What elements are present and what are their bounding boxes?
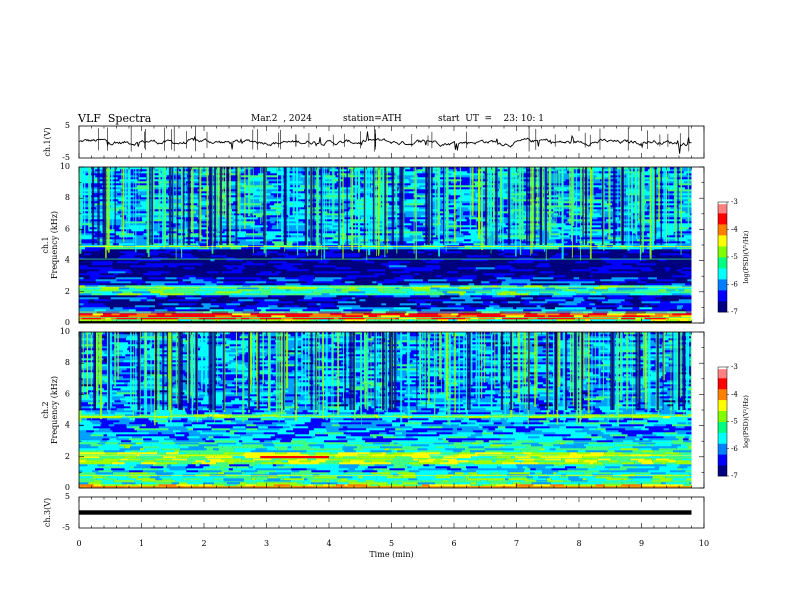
start-time-label: start UT = 23: 10: 1 — [438, 114, 544, 124]
xtick-8: 8 — [576, 539, 581, 548]
ch2-spectrogram-colorbar: -3 -4 -5 -6 -7 log(PSD)(V²/Hz) — [717, 363, 750, 480]
ch2-spectrogram-cbar-tick--7: -7 — [731, 472, 738, 480]
ch1-spectrogram-ylabel-channel: ch.1 — [41, 236, 50, 253]
ch1-spectrogram-ylabel-frequency: Frequency (kHz) — [50, 211, 59, 279]
ch2-spectrogram-cbar-tick--6: -6 — [731, 445, 738, 453]
xtick-9: 9 — [639, 539, 644, 548]
ch2-spectrogram-panel — [79, 332, 692, 489]
ch1-waveform-panel — [78, 126, 692, 154]
ch2-spectrogram-ytick-10: 10 — [60, 327, 70, 336]
ch1-waveform-ytick-top: 5 — [65, 121, 70, 130]
ch2-spectrogram-cbar-tick--4: -4 — [731, 390, 738, 398]
ch1-spectrogram-ytick-0: 0 — [65, 318, 70, 327]
ch2-spectrogram-ylabel-channel: ch.2 — [41, 401, 50, 418]
ch1-spectrogram-cbar-tick--7: -7 — [731, 308, 738, 316]
ch1-trace — [78, 131, 692, 154]
ch2-spectrogram-ytick-2: 2 — [65, 452, 70, 461]
ch3-waveform-ytick-top: 5 — [65, 492, 70, 501]
ch1-spectrogram-cbar-tick--5: -5 — [731, 253, 738, 261]
ch3-waveform-ytick-bottom: -5 — [62, 523, 70, 532]
ch3-trace — [79, 510, 692, 515]
ch2-spectrogram-cbar-tick--3: -3 — [731, 363, 738, 371]
ch2-spectrogram-ytick-8: 8 — [65, 358, 70, 367]
date-label: Mar.2 , 2024 — [251, 114, 312, 124]
station-label: station=ATH — [343, 114, 402, 124]
ch1-spectrogram-ytick-6: 6 — [65, 224, 70, 233]
ch1-spectrogram-ytick-8: 8 — [65, 193, 70, 202]
x-axis-label: Time (min) — [369, 550, 413, 559]
ch2-spectrogram-ytick-6: 6 — [65, 389, 70, 398]
xtick-4: 4 — [326, 539, 331, 548]
xtick-3: 3 — [264, 539, 269, 548]
ch2-spectrogram-cbar-tick--5: -5 — [731, 418, 738, 426]
ch1-spectrogram-colorbar: -3 -4 -5 -6 -7 log(PSD)(V²/Hz) — [717, 198, 750, 316]
xtick-6: 6 — [451, 539, 456, 548]
ch2-spectrogram-ytick-0: 0 — [65, 483, 70, 492]
ch1-spectrogram-cbar-tick--6: -6 — [731, 281, 738, 289]
ch1-spectrogram-ytick-4: 4 — [65, 256, 70, 265]
xtick-7: 7 — [514, 539, 519, 548]
ch2-spectrogram-ylabel-frequency: Frequency (kHz) — [50, 376, 59, 444]
ch1-spectrogram-cbar-tick--4: -4 — [731, 226, 738, 234]
xtick-0: 0 — [76, 539, 81, 548]
ch1-spectrogram-ytick-10: 10 — [60, 162, 70, 171]
ch1-spectrogram-panel — [79, 167, 692, 324]
ch1-spectrogram-cbar-tick--3: -3 — [731, 198, 738, 206]
ch1-waveform-ytick-bottom: -5 — [62, 153, 70, 162]
ch3-waveform-ylabel: ch.3(V) — [43, 498, 52, 527]
xtick-1: 1 — [139, 539, 144, 548]
ch1-spectrogram-cbar-label: log(PSD)(V²/Hz) — [742, 230, 750, 283]
xtick-10: 10 — [699, 539, 709, 548]
ch2-spectrogram-ytick-4: 4 — [65, 421, 70, 430]
ch1-waveform-ylabel: ch.1(V) — [43, 127, 52, 156]
xtick-5: 5 — [389, 539, 394, 548]
figure-title: VLF Spectra — [78, 112, 152, 125]
ch1-spectrogram-ytick-2: 2 — [65, 287, 70, 296]
ch2-spectrogram-cbar-label: log(PSD)(V²/Hz) — [742, 395, 750, 448]
xtick-2: 2 — [201, 539, 206, 548]
ch3-waveform-panel — [79, 510, 692, 515]
